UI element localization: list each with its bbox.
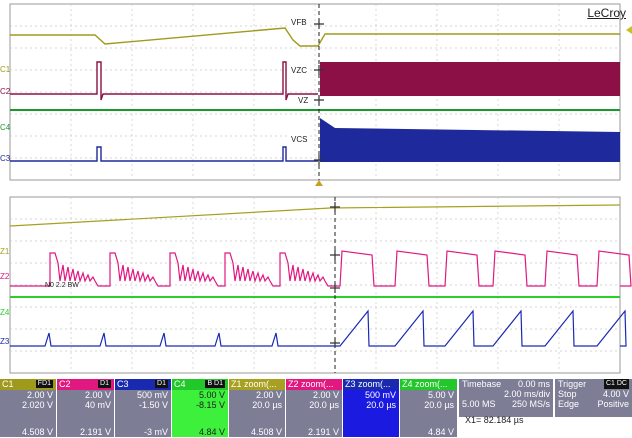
trace-z2 — [10, 250, 632, 287]
trigger-label: Trigger — [558, 379, 587, 389]
channel-scale: 500 mV — [136, 390, 168, 400]
channel-scale: 5.00 V — [198, 390, 225, 400]
trace-c2-burst — [320, 62, 620, 96]
signal-label-vz: VZ — [297, 96, 310, 105]
cursor-crosshair — [330, 202, 340, 212]
trigger-panel[interactable]: Trigger C1 DC Stop 4.00 V Edge Positive — [555, 379, 632, 417]
channel-scale: 500 mV — [364, 390, 396, 400]
trigger-level: 4.00 V — [602, 389, 629, 399]
trace-tag-c4[interactable]: C4 — [0, 123, 11, 132]
trace-c3-burst — [320, 118, 620, 162]
channel-box-c3[interactable]: C3 D1 500 mV -1.50 V -3 mV — [115, 379, 171, 437]
trace-tag-z3[interactable]: Z3 — [0, 337, 10, 346]
trigger-slope: Positive — [597, 399, 629, 409]
trigger-mode: Stop — [558, 389, 577, 399]
channel-reading: 2.191 V — [286, 427, 342, 437]
channel-scale: 2.00 V — [312, 390, 339, 400]
lecroy-logo: LeCroy — [587, 6, 626, 20]
channel-name: Z2 zoom(... — [288, 379, 334, 389]
cursor-crosshair — [314, 95, 324, 105]
cursor-crosshair — [314, 155, 324, 165]
signal-label-vzc: VZC — [290, 66, 308, 75]
trace-tag-z2[interactable]: Z2 — [0, 272, 10, 281]
upper-grid-svg — [9, 3, 632, 186]
channel-reading: 4.508 V — [0, 427, 56, 437]
timebase-label: Timebase — [462, 379, 502, 389]
trace-tag-c2[interactable]: C2 — [0, 87, 11, 96]
cursor-crosshair — [314, 19, 324, 29]
lower-zoom-grid[interactable]: Z1 Z2 Z4 Z3 N0 2.2 BW — [0, 193, 632, 376]
signal-label-vfb: VFB — [290, 18, 308, 27]
trigger-type: Edge — [558, 399, 580, 409]
trace-c3-vcs — [10, 146, 318, 162]
trigger-level-marker — [626, 26, 632, 34]
trace-tag-c1[interactable]: C1 — [0, 65, 11, 74]
channel-badge: D1 — [155, 380, 168, 388]
channel-name: Z1 zoom(... — [231, 379, 277, 389]
channel-name: C1 — [2, 379, 14, 389]
channel-name: C4 — [174, 379, 186, 389]
channel-reading: 4.508 V — [229, 427, 285, 437]
trigger-badge: C1 DC — [603, 379, 629, 389]
channel-scale: 2.00 V — [26, 390, 53, 400]
channel-offset: 20.0 µs — [252, 400, 282, 410]
cursor-crosshair — [330, 338, 340, 348]
channel-badge: D1 — [98, 380, 111, 388]
channel-badge: FD1 — [35, 380, 53, 388]
trace-tag-z4[interactable]: Z4 — [0, 308, 10, 317]
cursor-crosshair — [330, 250, 340, 260]
cursor-crosshair — [314, 65, 324, 75]
channel-offset: 20.0 µs — [309, 400, 339, 410]
signal-label-vcs: VCS — [290, 135, 309, 144]
channel-box-z4[interactable]: Z4 zoom(... 5.00 V 20.0 µs 4.84 V — [400, 379, 457, 437]
channel-offset: 20.0 µs — [424, 400, 454, 410]
channel-offset: 40 mV — [84, 400, 111, 410]
cursor-crosshair — [330, 283, 340, 293]
lower-grid-svg — [9, 196, 632, 374]
upper-waveform-grid[interactable]: LeCroy C1 C2 C4 C3 VFB VZC VZ VCS — [0, 0, 632, 188]
channel-offset: 20.0 µs — [366, 400, 396, 410]
trace-z3 — [10, 309, 627, 347]
channel-box-z3[interactable]: Z3 zoom(... 500 mV 20.0 µs — [343, 379, 399, 437]
channel-box-c1[interactable]: C1 FD1 2.00 V 2.020 V 4.508 V — [0, 379, 56, 437]
trace-c1-vfb — [10, 27, 620, 47]
channel-badge: B D1 — [205, 380, 225, 388]
trigger-position-marker — [315, 180, 323, 186]
timebase-samples: 5.00 MS — [462, 399, 496, 409]
trace-c2-vzc — [10, 61, 318, 101]
zoom-annotation: N0 2.2 BW — [45, 282, 79, 289]
timebase-per-div: 2.00 ms/div — [503, 389, 550, 399]
channel-name: Z3 zoom(... — [345, 379, 391, 389]
channel-name: Z4 zoom(... — [402, 379, 448, 389]
channel-name: C3 — [117, 379, 129, 389]
cursor-readout: X1= 82.184 µs — [465, 415, 524, 425]
channel-box-c4[interactable]: C4 B D1 5.00 V -8.15 V 4.84 V — [172, 379, 228, 437]
channel-offset: 2.020 V — [21, 400, 53, 410]
channel-reading: 4.84 V — [172, 427, 228, 437]
channel-reading: -3 mV — [115, 427, 171, 437]
timebase-delay: 0.00 ms — [517, 379, 550, 389]
channel-scale: 5.00 V — [427, 390, 454, 400]
channel-reading: 2.191 V — [57, 427, 114, 437]
trace-z1 — [9, 204, 621, 227]
channel-scale: 2.00 V — [255, 390, 282, 400]
trace-tag-z1[interactable]: Z1 — [0, 247, 10, 256]
channel-name: C2 — [59, 379, 71, 389]
timebase-rate: 250 MS/s — [511, 399, 550, 409]
channel-offset: -1.50 V — [138, 400, 168, 410]
channel-scale: 2.00 V — [84, 390, 111, 400]
trace-tag-c3[interactable]: C3 — [0, 154, 11, 163]
channel-offset: -8.15 V — [195, 400, 225, 410]
channel-reading: 4.84 V — [400, 427, 457, 437]
channel-box-c2[interactable]: C2 D1 2.00 V 40 mV 2.191 V — [57, 379, 114, 437]
channel-box-z1[interactable]: Z1 zoom(... 2.00 V 20.0 µs 4.508 V — [229, 379, 285, 437]
channel-box-z2[interactable]: Z2 zoom(... 2.00 V 20.0 µs 2.191 V — [286, 379, 342, 437]
timebase-panel[interactable]: Timebase 0.00 ms 2.00 ms/div 5.00 MS 250 M… — [459, 379, 553, 417]
